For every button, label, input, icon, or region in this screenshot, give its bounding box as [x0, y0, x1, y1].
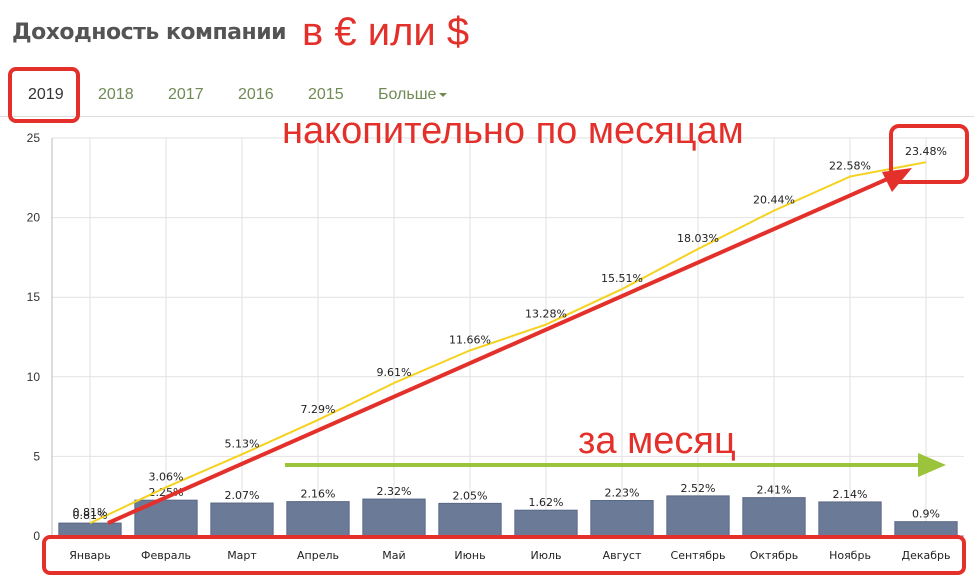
tab-more[interactable]: Больше [378, 86, 448, 104]
line-data-label: 5.13% [225, 437, 260, 450]
bar-data-label: 0.9% [912, 508, 940, 521]
y-tick-label: 10 [27, 370, 41, 384]
y-tick-label: 5 [33, 449, 40, 463]
line-data-label: 7.29% [301, 403, 336, 416]
bar-data-label: 2.52% [681, 482, 716, 495]
bar [666, 495, 730, 537]
bar [362, 498, 426, 537]
bar [438, 502, 502, 537]
y-tick-label: 25 [27, 131, 41, 145]
bar-data-label: 2.14% [833, 488, 868, 501]
x-tick-label: Октябрь [750, 549, 799, 562]
page-title: Доходность компании [12, 20, 287, 45]
cumulative-line [89, 161, 927, 525]
tab-2018[interactable]: 2018 [98, 86, 134, 103]
cumulative-annotation: накопительно по месяцам [282, 110, 744, 152]
bar [210, 502, 274, 537]
x-tick-label: Январь [69, 549, 111, 562]
line-data-label: 0.81% [73, 506, 108, 519]
y-tick-label: 20 [27, 211, 41, 225]
year-tabs: 2019 2018 2017 2016 2015 Больше [0, 70, 974, 116]
x-tick-label: Май [382, 549, 405, 562]
months-highlight-box [42, 535, 966, 575]
line-data-label: 11.66% [449, 333, 491, 346]
line-data-label: 23.48% [905, 145, 947, 158]
line-data-label: 13.28% [525, 308, 567, 321]
bar [894, 521, 958, 537]
bar-data-label: 2.05% [453, 489, 488, 502]
tab-2016[interactable]: 2016 [238, 86, 274, 103]
line-data-label: 3.06% [149, 470, 184, 483]
tab-2019[interactable]: 2019 [28, 86, 64, 103]
x-tick-label: Июль [530, 549, 561, 562]
x-tick-label: Сентябрь [671, 549, 726, 562]
bar [286, 501, 350, 537]
x-tick-label: Август [603, 549, 642, 562]
bar-data-label: 2.23% [605, 486, 640, 499]
cumulative-trend-arrow [107, 174, 895, 525]
tab-2017[interactable]: 2017 [168, 86, 204, 103]
arrowhead-icon [918, 453, 946, 477]
line-data-label: 18.03% [677, 232, 719, 245]
line-data-label: 20.44% [753, 194, 795, 207]
line-data-label: 9.61% [377, 366, 412, 379]
more-label: Больше [378, 86, 437, 103]
monthly-annotation: за месяц [578, 420, 736, 462]
line-data-label: 22.58% [829, 160, 871, 173]
tab-2015[interactable]: 2015 [308, 86, 344, 103]
final-value-highlight-box [889, 124, 969, 184]
caret-down-icon [439, 92, 448, 97]
y-tick-label: 15 [27, 290, 41, 304]
arrowhead-icon [882, 168, 912, 192]
x-tick-label: Март [227, 549, 257, 562]
bar-data-label: 2.07% [225, 489, 260, 502]
x-tick-label: Декабрь [902, 549, 951, 562]
x-tick-label: Февраль [141, 549, 191, 562]
bar [58, 522, 122, 537]
x-tick-label: Апрель [297, 549, 339, 562]
tabs-underline [0, 116, 974, 117]
y-tick-label: 0 [33, 529, 40, 543]
active-tab-highlight [8, 67, 80, 123]
bar [514, 509, 578, 537]
bar-data-label: 2.16% [301, 488, 336, 501]
bar-data-label: 1.62% [529, 496, 564, 509]
bar-data-label: 2.25% [149, 486, 184, 499]
bar-data-label: 2.32% [377, 485, 412, 498]
bar [590, 499, 654, 537]
bar [742, 497, 806, 537]
x-tick-label: Ноябрь [829, 549, 871, 562]
bar-data-label: 2.41% [757, 484, 792, 497]
line-data-label: 15.51% [601, 272, 643, 285]
x-tick-label: Июнь [454, 549, 485, 562]
currency-annotation: в € или $ [302, 10, 470, 54]
bar [818, 501, 882, 537]
